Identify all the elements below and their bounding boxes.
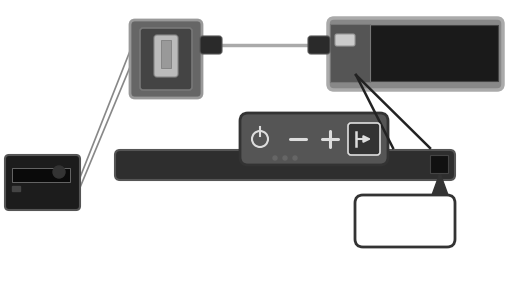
FancyBboxPatch shape	[335, 34, 355, 46]
Circle shape	[53, 166, 65, 178]
Bar	[12, 186, 20, 191]
FancyBboxPatch shape	[130, 20, 202, 98]
Circle shape	[293, 156, 297, 160]
Polygon shape	[307, 165, 323, 175]
Circle shape	[252, 131, 268, 147]
FancyBboxPatch shape	[140, 28, 192, 90]
FancyBboxPatch shape	[328, 18, 503, 90]
Circle shape	[283, 156, 287, 160]
FancyBboxPatch shape	[5, 155, 80, 210]
FancyBboxPatch shape	[355, 195, 455, 247]
Bar	[12, 168, 70, 182]
FancyBboxPatch shape	[308, 36, 330, 54]
FancyBboxPatch shape	[115, 150, 455, 180]
FancyBboxPatch shape	[200, 36, 222, 54]
Circle shape	[273, 156, 277, 160]
Bar	[330, 24, 370, 82]
Polygon shape	[432, 173, 448, 195]
FancyBboxPatch shape	[348, 123, 380, 155]
Bar	[430, 155, 448, 173]
FancyBboxPatch shape	[240, 113, 388, 165]
Bar	[161, 40, 171, 68]
FancyBboxPatch shape	[154, 35, 178, 77]
Bar	[370, 25, 498, 81]
